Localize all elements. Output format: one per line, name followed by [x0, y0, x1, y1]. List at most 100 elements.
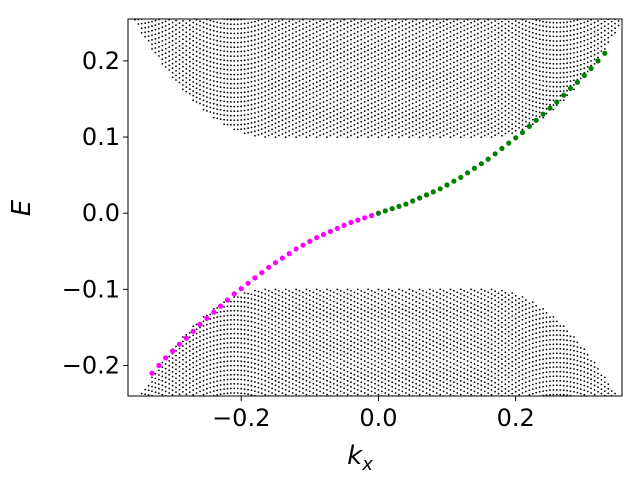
bulk-point [453, 16, 455, 18]
bulk-point [470, 72, 472, 74]
bulk-point [260, 64, 263, 67]
bulk-point [254, 57, 256, 59]
bulk-point [353, 305, 356, 307]
bulk-point [411, 358, 414, 361]
bulk-point [442, 376, 445, 379]
bulk-point [230, 319, 232, 321]
bulk-point [319, 88, 321, 91]
bulk-point [319, 75, 321, 77]
bulk-point [439, 302, 442, 304]
bulk-point [326, 403, 328, 405]
bulk-point [178, 40, 181, 43]
bulk-point [254, 39, 256, 41]
bulk-point [363, 355, 366, 358]
bulk-point [281, 32, 284, 35]
bulk-point [247, 26, 250, 29]
bulk-point [374, 87, 376, 90]
bulk-point [247, 81, 250, 84]
bulk-point [298, 326, 301, 329]
bulk-point [432, 363, 435, 365]
bulk-point [284, 113, 287, 116]
bulk-point [298, 299, 301, 301]
bulk-point [305, 49, 308, 52]
bulk-point [418, 393, 421, 396]
bulk-point [436, 14, 438, 16]
bulk-point [480, 58, 483, 61]
bulk-point [432, 125, 435, 128]
bulk-point [388, 13, 390, 15]
bulk-point [473, 376, 476, 379]
bulk-point [408, 407, 410, 409]
bulk-point [291, 114, 294, 117]
bulk-point [223, 50, 226, 52]
bulk-point [391, 372, 394, 375]
bulk-point [298, 130, 301, 132]
bulk-point [446, 350, 448, 353]
bulk-point [278, 116, 280, 119]
bulk-point [284, 384, 287, 387]
bulk-point [230, 37, 232, 39]
bulk-point [226, 82, 229, 85]
bulk-point [209, 56, 212, 59]
bulk-point [188, 377, 191, 380]
bulk-point [182, 11, 184, 13]
bulk-point [415, 337, 418, 339]
bulk-point [405, 410, 407, 412]
bulk-point [432, 386, 435, 388]
bulk-point [350, 43, 352, 45]
bulk-point [370, 134, 373, 137]
bulk-point [398, 131, 400, 134]
bulk-point [470, 67, 472, 70]
bulk-point [439, 393, 442, 396]
bulk-point [284, 95, 287, 97]
bulk-point [398, 379, 400, 382]
bulk-point [319, 372, 321, 375]
bulk-point [236, 23, 239, 26]
bulk-point [230, 41, 232, 44]
bulk-point [411, 88, 414, 91]
bulk-point [216, 380, 219, 382]
bulk-point [305, 44, 308, 47]
bulk-point [429, 398, 431, 400]
bulk-point [370, 56, 373, 59]
bulk-point [339, 290, 342, 292]
bulk-point [442, 125, 445, 128]
bulk-point [195, 64, 198, 67]
bulk-point [367, 67, 369, 70]
bulk-point [398, 311, 400, 314]
bulk-point [247, 67, 250, 70]
bulk-point [202, 361, 205, 364]
bulk-point [264, 81, 267, 83]
bulk-point [250, 348, 253, 351]
bulk-point [175, 372, 177, 375]
bulk-point [353, 364, 356, 367]
bulk-point [199, 400, 201, 402]
bulk-point [394, 378, 397, 381]
bulk-point [271, 82, 273, 85]
bulk-point [243, 310, 246, 313]
bulk-point [374, 296, 376, 298]
bulk-point [391, 75, 394, 77]
bulk-point [219, 54, 222, 56]
bulk-point [453, 335, 455, 338]
bulk-point [250, 35, 253, 37]
bulk-point [456, 101, 459, 103]
bulk-point [381, 66, 383, 68]
bulk-point [295, 384, 297, 387]
bulk-point [260, 68, 263, 71]
bulk-point [250, 67, 253, 69]
bulk-point [288, 34, 291, 36]
bulk-point [401, 75, 404, 77]
bulk-point [470, 407, 472, 409]
bulk-point [308, 308, 311, 311]
bulk-point [415, 73, 418, 76]
bulk-point [243, 27, 246, 30]
bulk-point [178, 77, 181, 79]
bulk-point [202, 348, 205, 350]
bulk-point [418, 311, 421, 314]
bulk-point [308, 349, 311, 352]
bulk-point [326, 379, 328, 382]
bulk-point [284, 131, 287, 134]
bulk-point [315, 99, 318, 102]
bulk-point [322, 96, 325, 99]
